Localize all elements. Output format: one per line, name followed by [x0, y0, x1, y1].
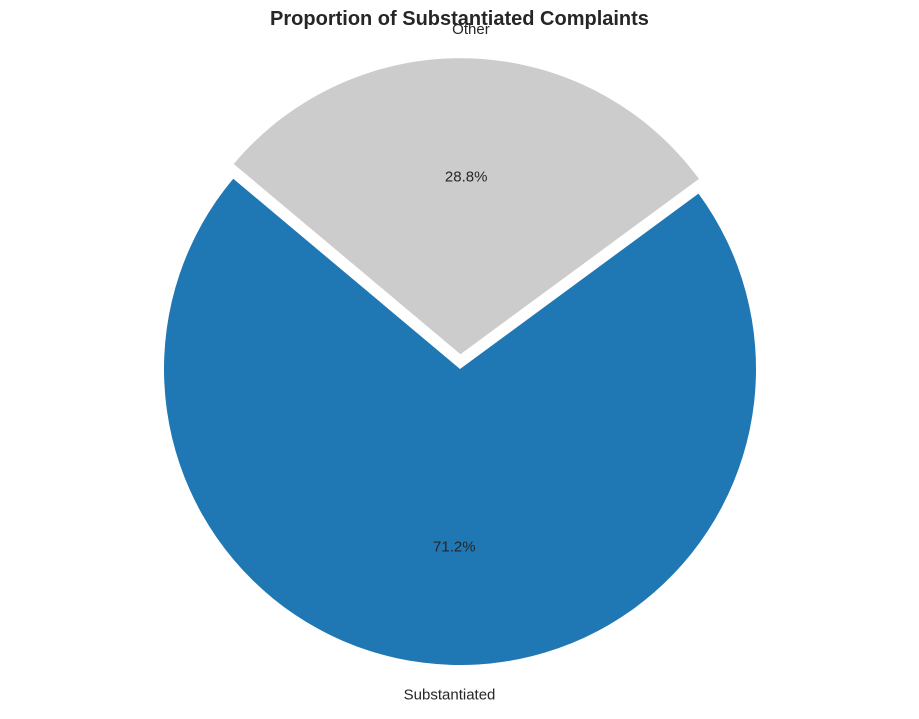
pie-slice-substantiated: [164, 178, 757, 665]
pie-slice-other: [233, 58, 699, 355]
pie-labels: 71.2% Substantiated 28.8% Other: [404, 21, 496, 704]
pie-slices: [164, 58, 757, 665]
pie-pct-label-other: 28.8%: [445, 169, 488, 186]
pie-category-label-substantiated: Substantiated: [404, 686, 496, 703]
pie-pct-label-substantiated: 71.2%: [433, 539, 476, 556]
pie-category-label-other: Other: [452, 21, 490, 38]
chart-title: Proportion of Substantiated Complaints: [270, 8, 649, 30]
